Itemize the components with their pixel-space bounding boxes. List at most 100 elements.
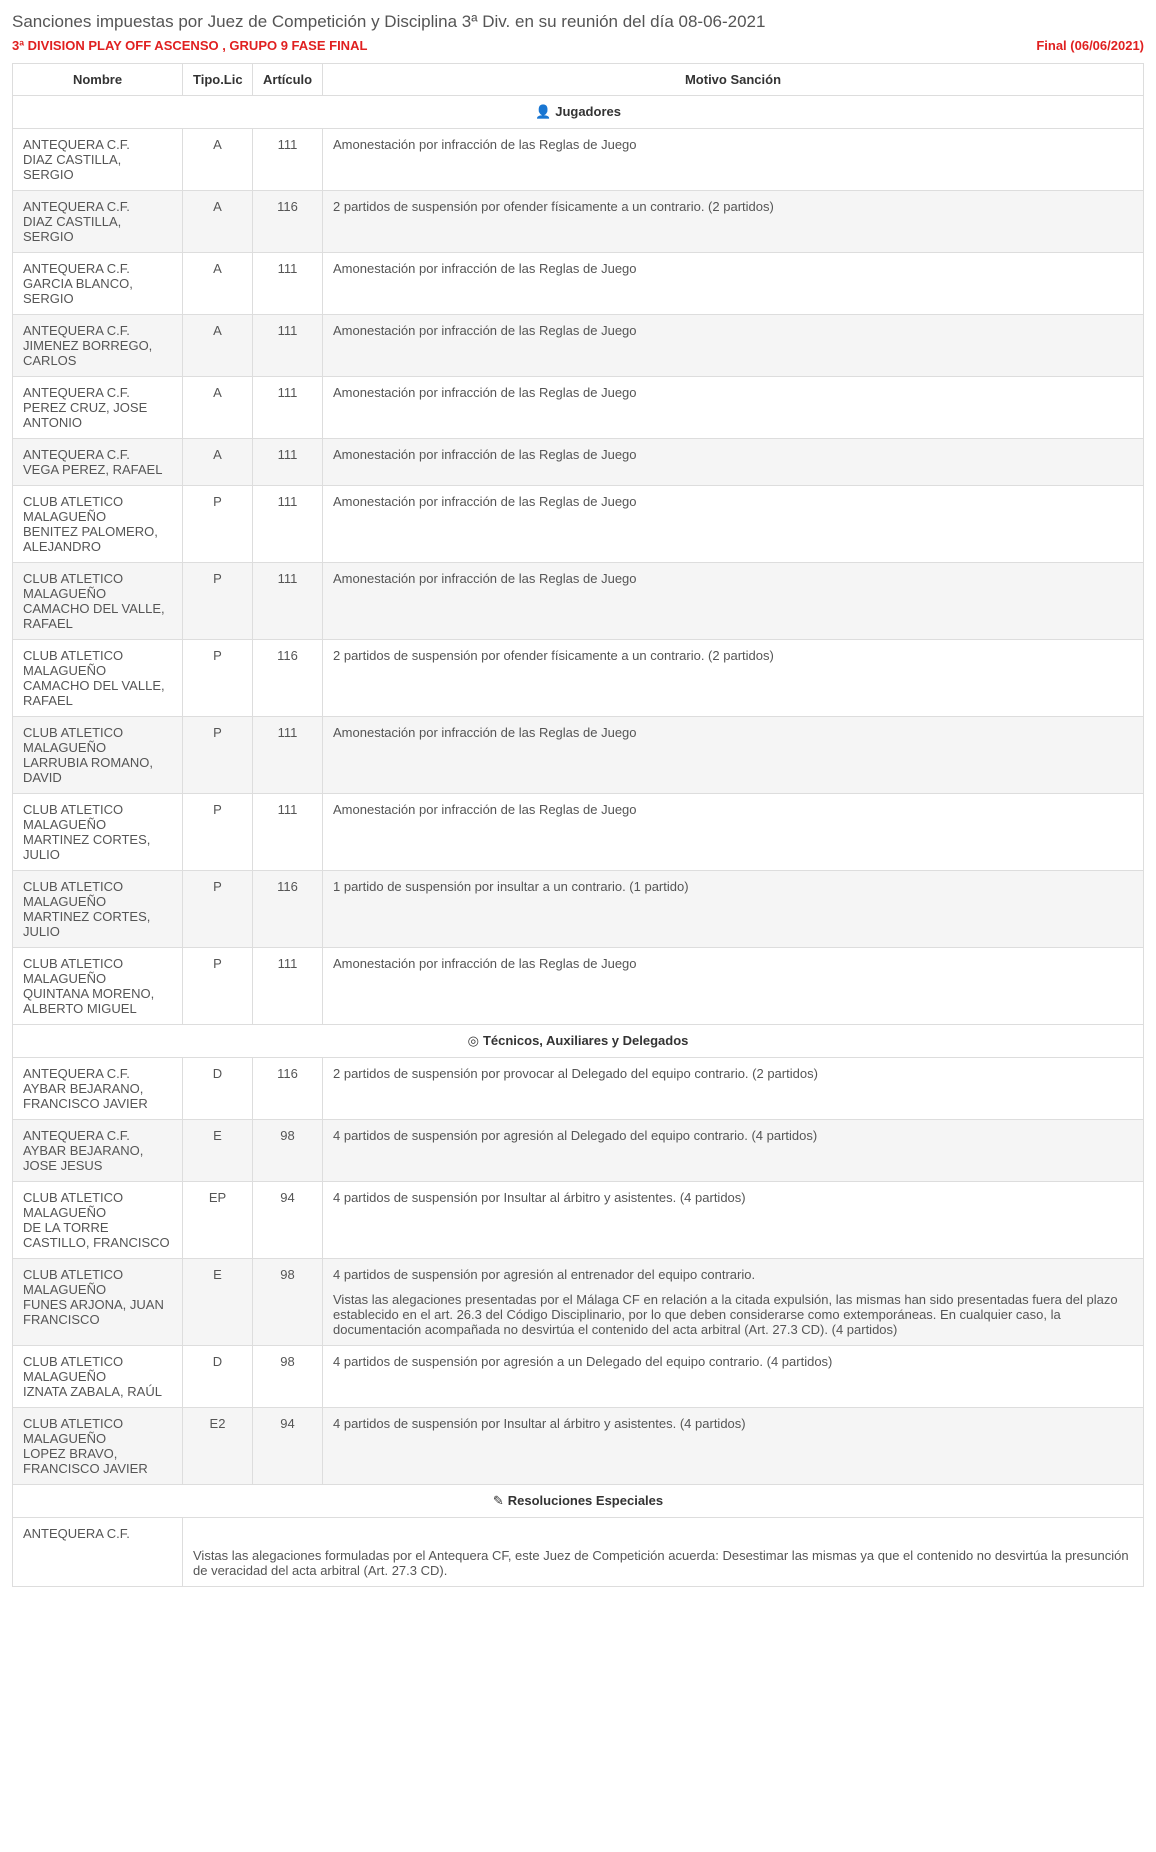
cell-articulo: 111 <box>253 439 323 486</box>
person-name: DIAZ CASTILLA, SERGIO <box>23 214 172 244</box>
club-name: CLUB ATLETICO MALAGUEÑO <box>23 725 172 755</box>
cell-motivo: Amonestación por infracción de las Regla… <box>323 377 1144 439</box>
club-name: ANTEQUERA C.F. <box>23 1066 172 1081</box>
cell-nombre: CLUB ATLETICO MALAGUEÑOIZNATA ZABALA, RA… <box>13 1346 183 1408</box>
table-row: CLUB ATLETICO MALAGUEÑOFUNES ARJONA, JUA… <box>13 1259 1144 1346</box>
cell-tipo: P <box>183 871 253 948</box>
cell-nombre: CLUB ATLETICO MALAGUEÑODE LA TORRE CASTI… <box>13 1182 183 1259</box>
person-name: LARRUBIA ROMANO, DAVID <box>23 755 172 785</box>
cell-nombre: CLUB ATLETICO MALAGUEÑOBENITEZ PALOMERO,… <box>13 486 183 563</box>
cell-motivo: 4 partidos de suspensión por agresión al… <box>323 1120 1144 1182</box>
person-name: LOPEZ BRAVO, FRANCISCO JAVIER <box>23 1446 172 1476</box>
cell-nombre: ANTEQUERA C.F.AYBAR BEJARANO, JOSE JESUS <box>13 1120 183 1182</box>
cell-articulo: 98 <box>253 1259 323 1346</box>
cell-nombre: ANTEQUERA C.F.DIAZ CASTILLA, SERGIO <box>13 191 183 253</box>
section-icon: 👤 <box>535 104 551 120</box>
cell-tipo: D <box>183 1058 253 1120</box>
cell-nombre: CLUB ATLETICO MALAGUEÑOFUNES ARJONA, JUA… <box>13 1259 183 1346</box>
table-row: ANTEQUERA C.F.JIMENEZ BORREGO, CARLOSA11… <box>13 315 1144 377</box>
section-label: Jugadores <box>555 104 621 119</box>
col-articulo-header: Artículo <box>253 64 323 96</box>
cell-nombre: CLUB ATLETICO MALAGUEÑOLOPEZ BRAVO, FRAN… <box>13 1408 183 1485</box>
section-label: Resoluciones Especiales <box>508 1493 663 1508</box>
cell-articulo: 111 <box>253 563 323 640</box>
cell-articulo: 116 <box>253 640 323 717</box>
resolution-row: ANTEQUERA C.F.Vistas las alegaciones for… <box>13 1518 1144 1587</box>
club-name: ANTEQUERA C.F. <box>23 199 172 214</box>
cell-tipo: E <box>183 1120 253 1182</box>
cell-motivo: Amonestación por infracción de las Regla… <box>323 948 1144 1025</box>
person-name: JIMENEZ BORREGO, CARLOS <box>23 338 172 368</box>
person-name: MARTINEZ CORTES, JULIO <box>23 909 172 939</box>
cell-tipo: EP <box>183 1182 253 1259</box>
club-name: CLUB ATLETICO MALAGUEÑO <box>23 494 172 524</box>
cell-nombre: CLUB ATLETICO MALAGUEÑOMARTINEZ CORTES, … <box>13 871 183 948</box>
cell-nombre: CLUB ATLETICO MALAGUEÑOLARRUBIA ROMANO, … <box>13 717 183 794</box>
section-row: ◎ Técnicos, Auxiliares y Delegados <box>13 1025 1144 1058</box>
person-name: BENITEZ PALOMERO, ALEJANDRO <box>23 524 172 554</box>
cell-articulo: 94 <box>253 1408 323 1485</box>
club-name: ANTEQUERA C.F. <box>23 385 172 400</box>
section-cell: ◎ Técnicos, Auxiliares y Delegados <box>13 1025 1144 1058</box>
person-name: QUINTANA MORENO, ALBERTO MIGUEL <box>23 986 172 1016</box>
cell-articulo: 116 <box>253 871 323 948</box>
cell-articulo: 111 <box>253 315 323 377</box>
person-name: PEREZ CRUZ, JOSE ANTONIO <box>23 400 172 430</box>
cell-motivo: Amonestación por infracción de las Regla… <box>323 717 1144 794</box>
club-name: CLUB ATLETICO MALAGUEÑO <box>23 571 172 601</box>
cell-tipo: D <box>183 1346 253 1408</box>
cell-articulo: 94 <box>253 1182 323 1259</box>
cell-motivo: 4 partidos de suspensión por Insultar al… <box>323 1408 1144 1485</box>
cell-nombre: CLUB ATLETICO MALAGUEÑOCAMACHO DEL VALLE… <box>13 563 183 640</box>
section-cell: ✎ Resoluciones Especiales <box>13 1485 1144 1518</box>
cell-motivo: 2 partidos de suspensión por provocar al… <box>323 1058 1144 1120</box>
cell-motivo: Amonestación por infracción de las Regla… <box>323 486 1144 563</box>
cell-tipo: P <box>183 794 253 871</box>
cell-tipo: P <box>183 486 253 563</box>
section-icon: ◎ <box>468 1033 479 1049</box>
section-icon: ✎ <box>493 1493 504 1509</box>
club-name: ANTEQUERA C.F. <box>23 1128 172 1143</box>
subheader: 3ª DIVISION PLAY OFF ASCENSO , GRUPO 9 F… <box>12 38 1144 53</box>
cell-nombre: CLUB ATLETICO MALAGUEÑOQUINTANA MORENO, … <box>13 948 183 1025</box>
cell-tipo: A <box>183 191 253 253</box>
cell-tipo: P <box>183 948 253 1025</box>
table-row: CLUB ATLETICO MALAGUEÑODE LA TORRE CASTI… <box>13 1182 1144 1259</box>
person-name: AYBAR BEJARANO, FRANCISCO JAVIER <box>23 1081 172 1111</box>
person-name: DIAZ CASTILLA, SERGIO <box>23 152 172 182</box>
table-row: ANTEQUERA C.F.DIAZ CASTILLA, SERGIOA111A… <box>13 129 1144 191</box>
competition-label: 3ª DIVISION PLAY OFF ASCENSO , GRUPO 9 F… <box>12 38 367 53</box>
person-name: FUNES ARJONA, JUAN FRANCISCO <box>23 1297 172 1327</box>
cell-motivo: 4 partidos de suspensión por agresión al… <box>323 1259 1144 1346</box>
cell-tipo: E2 <box>183 1408 253 1485</box>
cell-nombre: ANTEQUERA C.F.GARCIA BLANCO, SERGIO <box>13 253 183 315</box>
club-name: CLUB ATLETICO MALAGUEÑO <box>23 879 172 909</box>
person-name: CAMACHO DEL VALLE, RAFAEL <box>23 601 172 631</box>
table-row: ANTEQUERA C.F.AYBAR BEJARANO, FRANCISCO … <box>13 1058 1144 1120</box>
cell-articulo: 98 <box>253 1346 323 1408</box>
sanctions-tbody: 👤JugadoresANTEQUERA C.F.DIAZ CASTILLA, S… <box>13 96 1144 1587</box>
cell-motivo: Amonestación por infracción de las Regla… <box>323 563 1144 640</box>
table-row: CLUB ATLETICO MALAGUEÑOMARTINEZ CORTES, … <box>13 794 1144 871</box>
cell-tipo: A <box>183 253 253 315</box>
cell-motivo: 2 partidos de suspensión por ofender fís… <box>323 191 1144 253</box>
section-row: 👤 Jugadores <box>13 96 1144 129</box>
cell-tipo: A <box>183 129 253 191</box>
cell-motivo: 1 partido de suspensión por insultar a u… <box>323 871 1144 948</box>
club-name: CLUB ATLETICO MALAGUEÑO <box>23 802 172 832</box>
table-row: CLUB ATLETICO MALAGUEÑOCAMACHO DEL VALLE… <box>13 640 1144 717</box>
col-nombre-header: Nombre <box>13 64 183 96</box>
cell-nombre: ANTEQUERA C.F.DIAZ CASTILLA, SERGIO <box>13 129 183 191</box>
cell-tipo: A <box>183 439 253 486</box>
club-name: CLUB ATLETICO MALAGUEÑO <box>23 1190 172 1220</box>
club-name: ANTEQUERA C.F. <box>23 323 172 338</box>
person-name: IZNATA ZABALA, RAÚL <box>23 1384 172 1399</box>
club-name: CLUB ATLETICO MALAGUEÑO <box>23 648 172 678</box>
cell-motivo: Amonestación por infracción de las Regla… <box>323 129 1144 191</box>
cell-motivo: Amonestación por infracción de las Regla… <box>323 794 1144 871</box>
section-label: Técnicos, Auxiliares y Delegados <box>483 1033 688 1048</box>
col-motivo-header: Motivo Sanción <box>323 64 1144 96</box>
final-date-label: Final (06/06/2021) <box>1036 38 1144 53</box>
motivo-paragraph: 4 partidos de suspensión por agresión al… <box>333 1267 1133 1282</box>
person-name: MARTINEZ CORTES, JULIO <box>23 832 172 862</box>
